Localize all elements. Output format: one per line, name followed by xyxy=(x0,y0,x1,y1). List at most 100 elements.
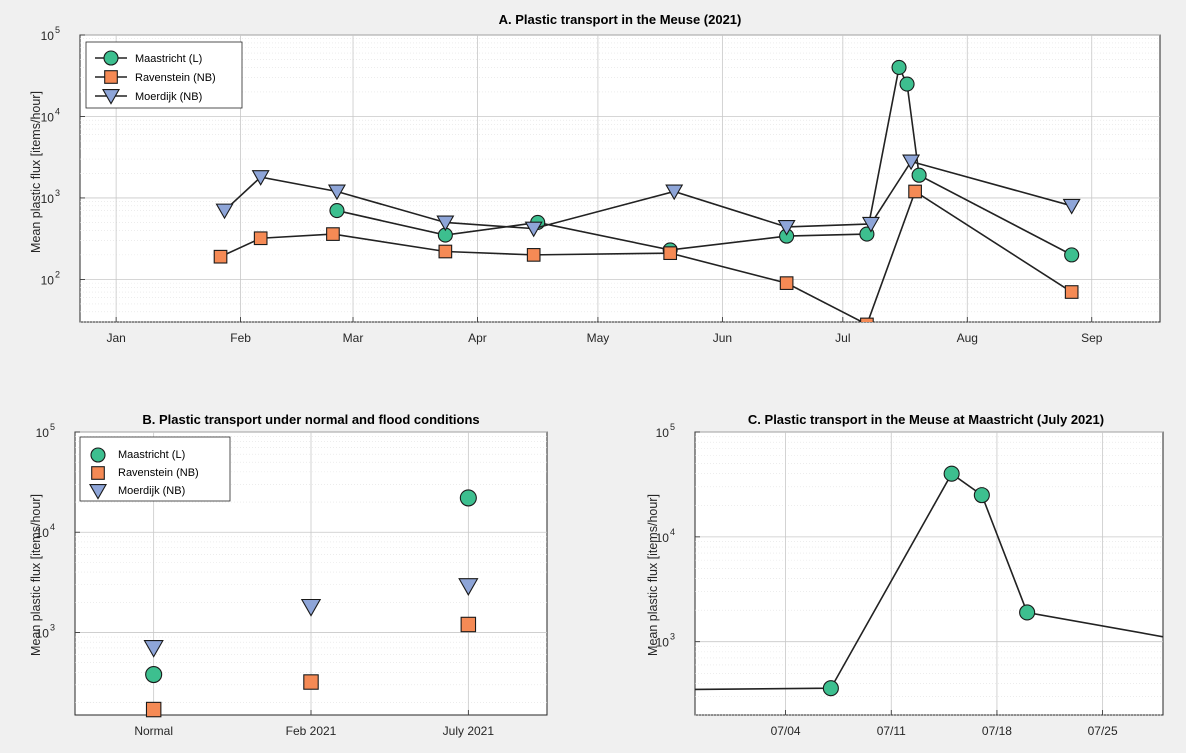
legend-entry-ravenstein: Ravenstein (NB) xyxy=(118,467,199,479)
panel-c-series xyxy=(695,465,1163,697)
series-line-maastricht xyxy=(695,472,1163,691)
data-point-maastricht xyxy=(899,76,915,92)
series-line-maastricht xyxy=(336,64,1073,256)
data-point-maastricht xyxy=(1019,604,1036,621)
data-point-maastricht xyxy=(891,59,907,75)
x-tick-label: Feb xyxy=(230,331,251,345)
panel-a-legend: Maastricht (L) Ravenstein (NB) Moerdijk … xyxy=(85,41,243,109)
data-point-maastricht xyxy=(459,489,477,507)
panel-a-x-axis: Jan Feb Mar Apr May Jun Jul Aug Sep xyxy=(106,317,1103,345)
panel-a-y-axis: 102 103 104 105 xyxy=(41,25,85,287)
legend-entry-moerdijk: Moerdijk (NB) xyxy=(118,485,185,497)
data-point-ravenstein xyxy=(908,184,922,199)
panel-b-title: B. Plastic transport under normal and fl… xyxy=(142,412,479,427)
panel-c-x-axis: 07/04 07/11 07/18 07/25 xyxy=(771,710,1118,738)
x-tick-label: Apr xyxy=(468,331,487,345)
x-tick-label: Mar xyxy=(343,331,364,345)
data-point-maastricht xyxy=(145,665,163,684)
panel-c-axes xyxy=(694,431,1164,716)
data-point-moerdijk xyxy=(665,184,684,201)
data-point-moerdijk xyxy=(902,154,921,171)
data-point-maastricht xyxy=(822,680,839,697)
data-point-ravenstein xyxy=(303,674,319,690)
x-tick-label: 07/25 xyxy=(1088,724,1118,738)
c-plot-area xyxy=(695,465,1163,697)
series-line-moerdijk xyxy=(223,160,1072,230)
data-point-moerdijk xyxy=(251,170,270,186)
y-tick-label: 103 xyxy=(41,188,60,206)
data-point-ravenstein xyxy=(1064,285,1079,299)
panel-a-title: A. Plastic transport in the Meuse (2021) xyxy=(499,12,742,27)
data-point-moerdijk xyxy=(436,215,455,232)
data-point-ravenstein xyxy=(663,246,678,261)
y-tick-label: 104 xyxy=(41,106,60,124)
x-tick-label: 07/11 xyxy=(877,724,906,738)
legend-marker-ravenstein xyxy=(104,70,118,84)
legend-marker-moerdijk xyxy=(102,89,120,105)
panel-a: A. Plastic transport in the Meuse (2021)… xyxy=(29,12,1161,345)
legend-entry-maastricht: Maastricht (L) xyxy=(118,449,185,461)
x-tick-label: Jan xyxy=(106,331,125,345)
panel-a-grid xyxy=(80,34,1160,323)
legend-entry-moerdijk: Moerdijk (NB) xyxy=(135,91,202,103)
x-tick-label: Aug xyxy=(957,331,978,345)
legend-entry-maastricht: Maastricht (L) xyxy=(135,53,202,65)
data-point-maastricht xyxy=(329,203,345,219)
data-point-ravenstein xyxy=(326,227,340,241)
panel-c-grid xyxy=(695,431,1163,716)
panel-b-legend: Maastricht (L) Ravenstein (NB) Moerdijk … xyxy=(79,436,231,502)
x-tick-label: July 2021 xyxy=(443,724,495,738)
legend-marker-maastricht xyxy=(103,50,119,66)
panel-a-ylabel: Mean plastic flux [items/hour] xyxy=(29,91,43,253)
data-point-moerdijk xyxy=(458,578,479,596)
series-line-ravenstein xyxy=(220,190,1073,322)
a-plot-area xyxy=(213,59,1081,322)
panel-b: B. Plastic transport under normal and fl… xyxy=(29,412,548,738)
data-point-ravenstein xyxy=(213,249,228,264)
data-point-maastricht xyxy=(943,465,960,482)
x-tick-label: Normal xyxy=(134,724,173,738)
y-tick-label: 105 xyxy=(36,422,55,440)
y-tick-label: 105 xyxy=(41,25,60,43)
data-point-ravenstein xyxy=(860,317,874,322)
y-tick-label: 105 xyxy=(656,422,675,440)
data-point-moerdijk xyxy=(143,640,164,658)
panel-b-x-axis: Normal Feb 2021 July 2021 xyxy=(134,710,494,738)
legend-marker-ravenstein xyxy=(91,466,105,480)
data-point-moerdijk xyxy=(327,184,346,201)
data-point-ravenstein xyxy=(460,616,477,633)
data-point-moerdijk xyxy=(777,219,796,236)
data-point-moerdijk xyxy=(1062,198,1081,215)
data-point-ravenstein xyxy=(779,276,794,290)
y-tick-label: 102 xyxy=(41,269,60,287)
legend-entry-ravenstein: Ravenstein (NB) xyxy=(135,72,216,84)
x-tick-label: 07/04 xyxy=(771,724,801,738)
x-tick-label: May xyxy=(587,331,610,345)
panel-c: C. Plastic transport in the Meuse at Maa… xyxy=(646,412,1164,738)
data-point-ravenstein xyxy=(438,244,453,259)
data-point-ravenstein xyxy=(526,248,541,262)
data-point-moerdijk xyxy=(300,598,322,617)
x-tick-label: Sep xyxy=(1081,331,1103,345)
data-point-maastricht xyxy=(973,487,990,504)
legend-marker-moerdijk xyxy=(89,484,107,500)
x-tick-label: Jul xyxy=(835,331,850,345)
panel-b-series xyxy=(143,489,479,718)
x-tick-label: Feb 2021 xyxy=(286,724,337,738)
panel-b-legend-box xyxy=(79,436,231,502)
data-point-maastricht xyxy=(911,167,927,183)
x-tick-label: 07/18 xyxy=(982,724,1012,738)
panel-a-series xyxy=(213,59,1081,322)
data-point-moerdijk xyxy=(215,203,234,220)
panel-b-ylabel: Mean plastic flux [items/hour] xyxy=(29,494,43,656)
panel-c-ylabel: Mean plastic flux [items/hour] xyxy=(646,494,660,656)
data-point-moerdijk xyxy=(524,221,543,238)
data-point-maastricht xyxy=(1064,247,1080,263)
data-point-ravenstein xyxy=(145,701,162,718)
x-tick-label: Jun xyxy=(713,331,732,345)
data-point-moerdijk xyxy=(861,216,880,233)
panel-c-title: C. Plastic transport in the Meuse at Maa… xyxy=(748,412,1104,427)
data-point-ravenstein xyxy=(253,231,268,246)
